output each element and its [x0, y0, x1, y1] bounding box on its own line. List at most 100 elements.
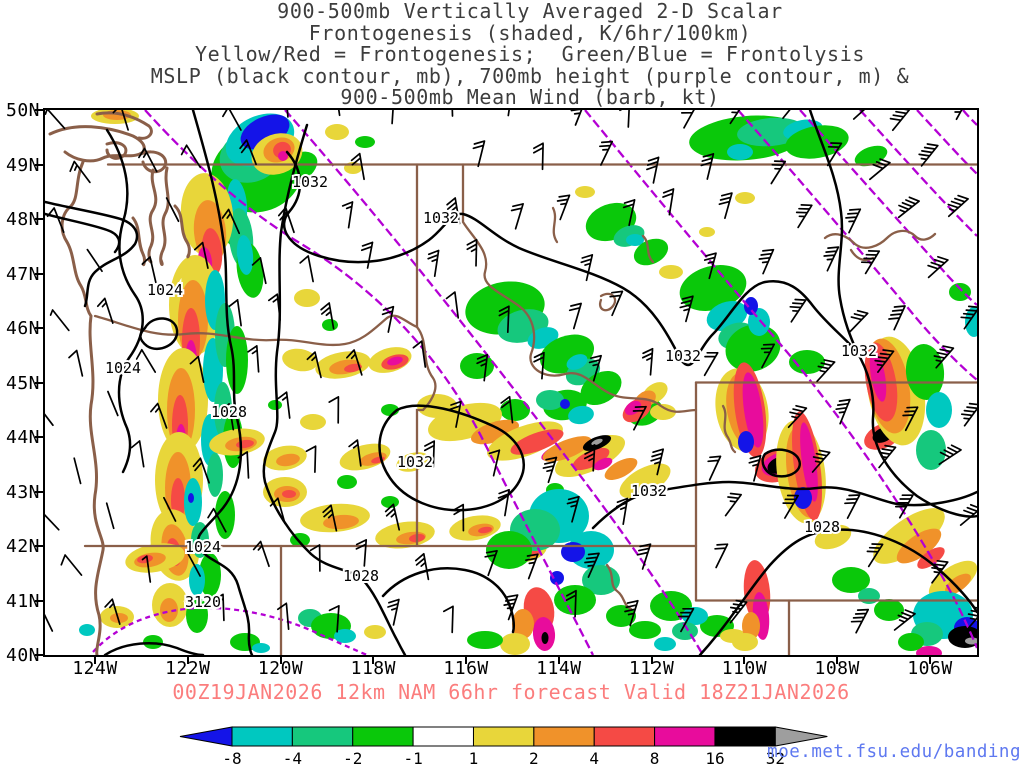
- frontogenesis-shading-blob: [79, 624, 95, 636]
- lon-tick-label: 108W: [814, 658, 860, 679]
- colorbar-tick-label: 2: [529, 749, 539, 768]
- frontogenesis-shading-blob: [735, 192, 755, 204]
- wind-barb: [46, 207, 65, 234]
- wind-barb: [938, 444, 962, 466]
- wind-barb: [933, 345, 955, 369]
- wind-barb: [189, 355, 205, 383]
- wind-barb: [795, 204, 813, 229]
- wind-barb: [96, 297, 114, 324]
- state-border: [721, 404, 737, 454]
- wind-barb: [902, 406, 919, 432]
- lat-tick-label: 41N: [5, 590, 40, 612]
- contour-value-label: 1032: [292, 173, 328, 191]
- lat-tick-label: 47N: [5, 263, 40, 285]
- frontogenesis-shading-blob: [659, 265, 683, 279]
- wind-barb: [387, 598, 400, 626]
- wind-barb: [163, 496, 177, 522]
- wind-barb: [484, 549, 498, 577]
- wind-barb: [207, 507, 227, 533]
- credit-link[interactable]: moe.met.fsu.edu/banding: [767, 742, 1021, 762]
- wind-barb: [931, 559, 949, 584]
- wind-barb: [247, 345, 260, 373]
- state-border: [551, 206, 559, 244]
- frontogenesis-shading-blob: [325, 124, 349, 140]
- frontogenesis-shading-blob: [566, 354, 588, 370]
- height-contour-700mb: [584, 110, 977, 649]
- frontogenesis-shading-blob: [201, 414, 219, 466]
- frontogenesis-shading-blob: [679, 264, 747, 312]
- lat-tick-label: 42N: [5, 536, 40, 557]
- wind-barb: [222, 110, 242, 131]
- mslp-contour: [378, 404, 525, 512]
- colorbar-segment: [593, 726, 656, 747]
- wind-barb: [787, 404, 808, 429]
- frontogenesis-shading-blob: [575, 186, 595, 198]
- wind-barb: [269, 497, 286, 525]
- wind-barb: [449, 400, 462, 428]
- frontogenesis-shading-blob: [536, 390, 564, 410]
- wind-barb: [889, 110, 911, 132]
- wind-barb: [632, 405, 647, 431]
- wind-barb: [782, 110, 791, 119]
- frontogenesis-shading-blob: [593, 457, 613, 471]
- wind-barb: [322, 504, 338, 532]
- frontogenesis-shading-blob: [742, 372, 764, 448]
- wind-barb: [112, 110, 129, 131]
- mslp-contour: [139, 317, 179, 351]
- lon-tick: [557, 655, 560, 664]
- frontogenesis-shading-blob: [785, 125, 849, 159]
- height-contour-700mb: [916, 110, 977, 175]
- contour-value-label: 1032: [397, 453, 433, 471]
- frontogenesis-shading-blob: [869, 350, 887, 402]
- frontogenesis-shading-blob: [478, 526, 492, 534]
- frontogenesis-shading-blob: [337, 475, 357, 489]
- lat-tick: [35, 436, 44, 438]
- wind-barb: [718, 192, 733, 220]
- frontogenesis-shading-blob: [381, 496, 399, 508]
- wind-barb: [414, 552, 430, 581]
- frontogenesis-shading-blob: [854, 145, 888, 167]
- frontogenesis-shading-blob: [874, 599, 904, 621]
- mslp-contour: [103, 642, 205, 655]
- wind-barb: [391, 110, 394, 125]
- contour-value-label: 3120: [185, 593, 221, 611]
- colorbar-legend: -8 -4 -2 -1 1 2 4 8 16 32: [179, 726, 828, 768]
- state-border: [605, 563, 633, 611]
- mslp-contour: [591, 480, 977, 530]
- state-border: [598, 292, 617, 312]
- coastline: [139, 150, 168, 174]
- wind-barb: [852, 110, 866, 120]
- frontogenesis-shading-blob: [278, 151, 288, 161]
- wind-barb: [228, 299, 242, 327]
- wind-barb: [138, 147, 158, 173]
- wind-barb: [816, 359, 836, 383]
- wind-barb: [897, 196, 920, 219]
- wind-barb: [556, 194, 571, 221]
- wind-barb: [135, 348, 157, 373]
- frontogenesis-shading-blob: [110, 613, 128, 623]
- mslp-contour: [191, 110, 254, 655]
- colorbar-segment: [533, 726, 595, 747]
- frontogenesis-shading-blob: [143, 635, 163, 649]
- wind-barb: [662, 188, 675, 216]
- colorbar-tick-label: 16: [705, 749, 724, 768]
- lat-tick-label: 49N: [5, 154, 40, 176]
- wind-barb: [180, 144, 202, 169]
- frontogenesis-shading-blob: [512, 609, 534, 639]
- wind-barb: [860, 250, 881, 275]
- contour-value-label: 1032: [423, 209, 459, 227]
- mslp-contour: [381, 567, 516, 634]
- title-line: Frontogenesis (shaded, K/6hr/100km): [308, 20, 752, 45]
- frontogenesis-shading-blob: [276, 453, 300, 467]
- state-border: [641, 234, 655, 264]
- mslp-contour: [698, 528, 977, 655]
- wind-barb: [927, 255, 949, 279]
- frontogenesis-shading-blob: [682, 607, 708, 625]
- wind-barb: [510, 203, 524, 230]
- colorbar-segment: [291, 726, 354, 747]
- wind-barb: [276, 602, 290, 631]
- wind-barb: [107, 390, 119, 417]
- wind-barb: [341, 201, 354, 229]
- contour-value-label: 1028: [343, 567, 379, 585]
